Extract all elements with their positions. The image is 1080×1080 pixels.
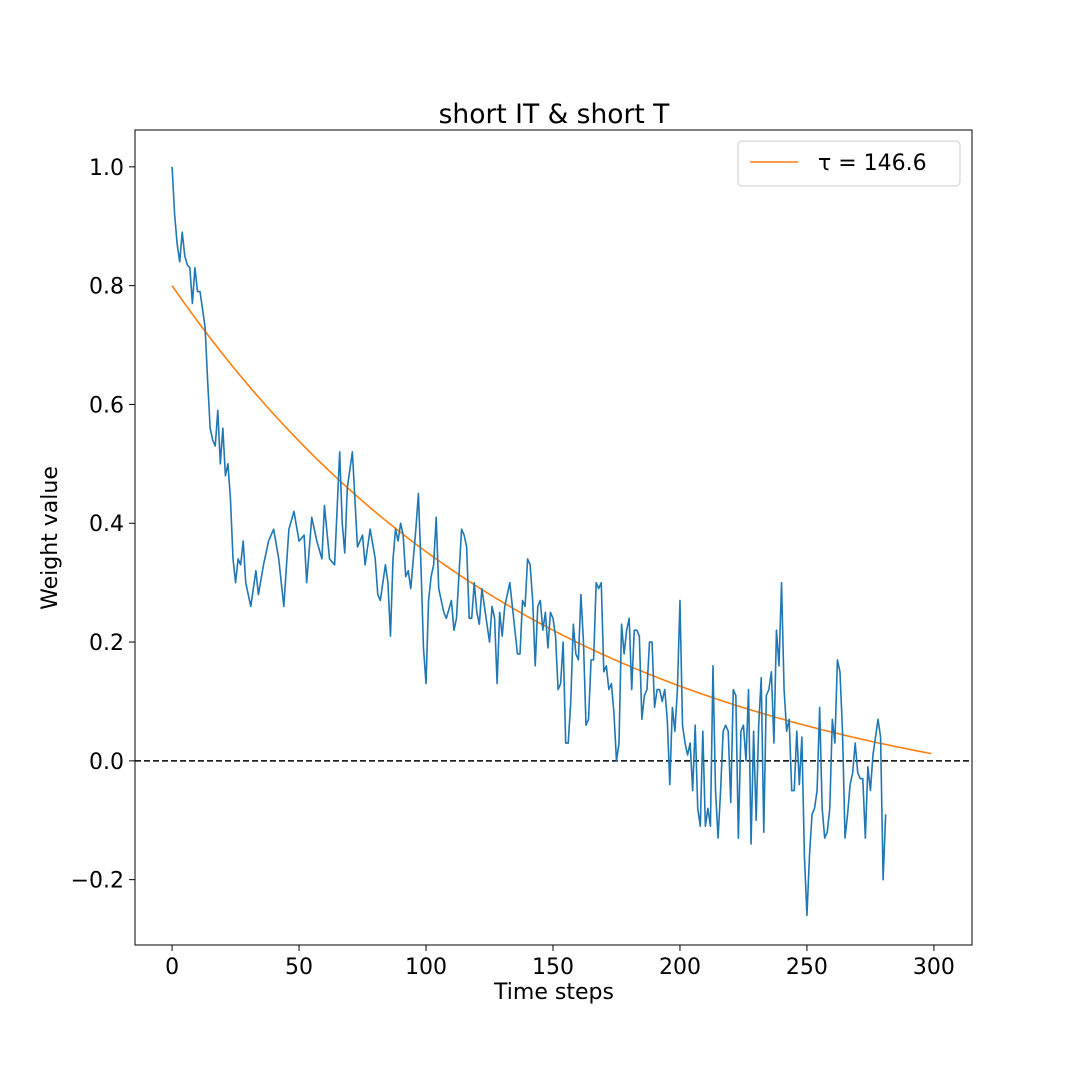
- x-tick-label: 300: [913, 955, 955, 980]
- y-tick-label: 0.4: [89, 512, 124, 537]
- legend: τ = 146.6: [737, 140, 961, 187]
- plot-area: [134, 129, 973, 946]
- y-axis-ticks: −0.2 0.0 0.2 0.4 0.6 0.8 1.0: [71, 156, 135, 894]
- x-tick-label: 200: [659, 955, 701, 980]
- y-tick-label: 1.0: [89, 156, 124, 181]
- x-tick-label: 250: [786, 955, 828, 980]
- x-axis-label: Time steps: [493, 980, 614, 1005]
- y-axis-label: Weight value: [38, 466, 63, 610]
- axes-frame: [134, 129, 973, 946]
- series-layer: [171, 166, 932, 917]
- legend-frame: [737, 140, 961, 187]
- exponential-fit-line: [171, 285, 932, 755]
- y-tick-label: −0.2: [71, 869, 124, 894]
- x-tick-label: 50: [285, 955, 313, 980]
- x-axis-ticks: 0 50 100 150 200 250 300: [165, 945, 955, 980]
- legend-label: τ = 146.6: [818, 151, 927, 176]
- y-tick-label: 0.6: [89, 393, 124, 418]
- x-tick-label: 0: [165, 955, 179, 980]
- weight-trace-line: [171, 166, 887, 917]
- y-tick-label: 0.8: [89, 275, 124, 300]
- y-tick-label: 0.2: [89, 631, 124, 656]
- x-tick-label: 150: [532, 955, 574, 980]
- y-tick-label: 0.0: [89, 750, 124, 775]
- chart-title: short IT & short T: [439, 99, 671, 130]
- x-tick-label: 100: [405, 955, 447, 980]
